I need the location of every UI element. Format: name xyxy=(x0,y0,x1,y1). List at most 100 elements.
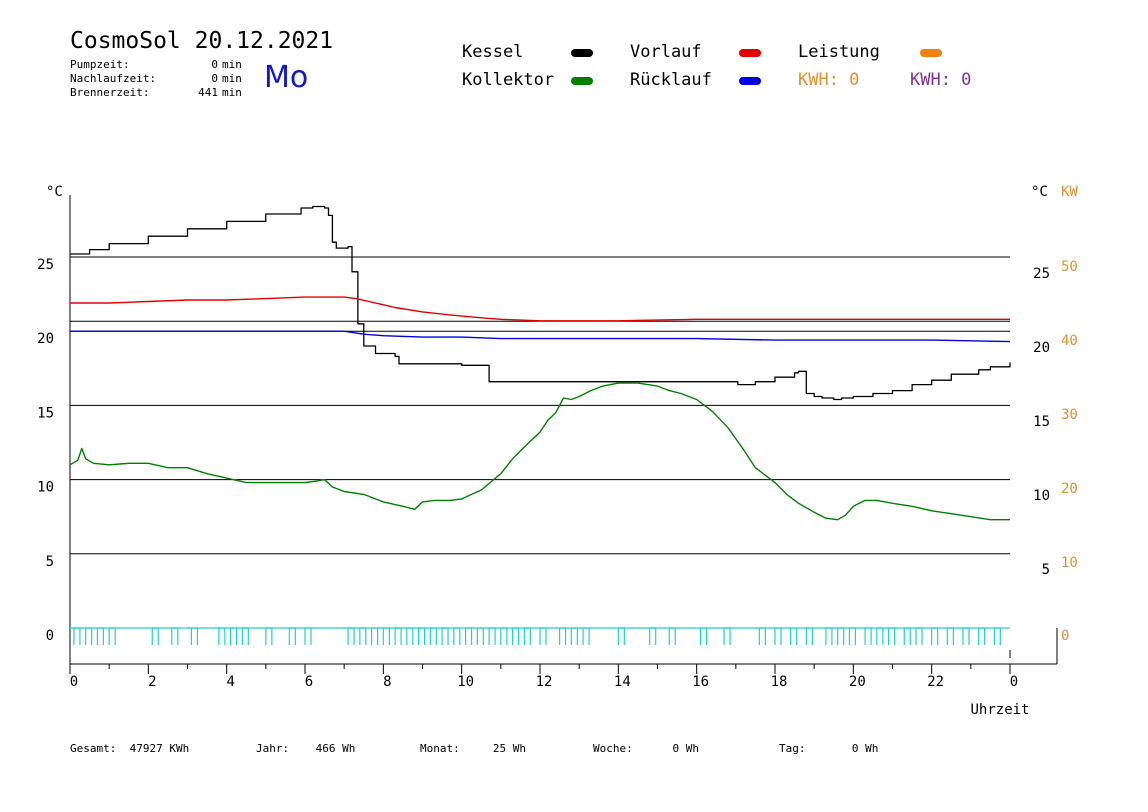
leistung-pulse xyxy=(617,627,625,645)
stat-unit: min xyxy=(222,86,242,99)
legend-ruecklauf-swatch xyxy=(739,77,761,85)
leistung-pulse xyxy=(417,627,426,645)
leistung-pulse xyxy=(85,627,93,645)
series-line-rcklauf xyxy=(70,330,1011,343)
legend-kessel-label: Kessel xyxy=(462,42,524,62)
chart-title: CosmoSol 20.12.2021 xyxy=(70,28,334,54)
leistung-pulse xyxy=(406,627,414,645)
y-left-tick-label: 5 xyxy=(46,554,54,570)
leistung-pulse xyxy=(864,627,872,645)
leistung-pulse xyxy=(649,627,657,645)
leistung-pulse xyxy=(265,627,273,645)
x-tick-label: 8 xyxy=(383,674,391,690)
legend-kollektor-label: Kollektor xyxy=(462,70,555,90)
leistung-pulse xyxy=(887,627,896,645)
stat-unit: min xyxy=(222,58,242,71)
footer-monat: Monat: 25 Wh xyxy=(420,742,526,755)
legend-kwh-orange: KWH: 0 xyxy=(798,70,860,90)
leistung-pulse xyxy=(359,627,367,645)
leistung-pulse xyxy=(229,627,238,645)
series-line-vorlauf xyxy=(70,296,1010,322)
footer-jahr: Jahr: 466 Wh xyxy=(256,742,355,755)
y-right-temp-unit: °C xyxy=(1031,184,1048,200)
footer-tag: Tag: 0 Wh xyxy=(779,742,878,755)
leistung-pulse xyxy=(699,627,708,645)
y-left-tick-label: 10 xyxy=(37,480,54,496)
leistung-pulse xyxy=(758,627,766,645)
leistung-pulse xyxy=(978,627,986,645)
axes xyxy=(69,195,1058,674)
footer-value: 0 Wh xyxy=(672,742,700,755)
x-tick-label: 12 xyxy=(536,674,553,690)
leistung-pulse xyxy=(774,627,782,645)
leistung-pulse xyxy=(993,627,1001,645)
leistung-pulse xyxy=(668,627,676,645)
footer-woche: Woche: 0 Wh xyxy=(593,742,699,755)
footer-gesamt: Gesamt: 47927 KWh xyxy=(70,742,189,755)
stat-label: Nachlaufzeit: xyxy=(70,72,157,85)
stat-pumpzeit: Pumpzeit: 0 min xyxy=(70,58,242,71)
x-tick-label: 0 xyxy=(70,674,78,690)
leistung-pulse xyxy=(962,627,970,645)
leistung-pulse xyxy=(946,627,954,645)
leistung-pulse xyxy=(488,627,496,645)
footer-label: Woche: xyxy=(593,742,633,755)
y-right-power-tick-label: 0 xyxy=(1061,628,1069,644)
leistung-pulse xyxy=(876,627,884,645)
stat-label: Brennerzeit: xyxy=(70,86,150,99)
leistung-pulse xyxy=(723,627,731,645)
legend-leistung-swatch xyxy=(920,49,942,57)
legend-vorlauf-swatch xyxy=(739,49,761,57)
footer-label: Jahr: xyxy=(256,742,290,755)
y-left-unit: °C xyxy=(46,184,63,200)
leistung-pulse xyxy=(523,627,531,645)
leistung-pulse xyxy=(453,627,461,645)
leistung-pulse xyxy=(570,627,578,645)
x-axis-label: Uhrzeit xyxy=(970,702,1029,718)
leistung-pulse xyxy=(382,627,390,645)
leistung-pulse xyxy=(190,627,199,645)
y-right-power-unit: KW xyxy=(1061,184,1078,200)
leistung-pulse xyxy=(476,627,484,645)
leistung-pulse xyxy=(429,627,437,645)
leistung-pulse xyxy=(347,627,355,645)
footer-label: Gesamt: xyxy=(70,742,117,755)
leistung-pulse xyxy=(903,627,911,645)
leistung-pulse xyxy=(511,627,520,645)
footer-label: Monat: xyxy=(420,742,460,755)
footer-value: 466 Wh xyxy=(315,742,356,755)
leistung-pulse xyxy=(394,627,402,645)
leistung-pulse xyxy=(558,627,567,645)
y-right-temp-tick-label: 15 xyxy=(1033,414,1050,430)
x-tick-label: 16 xyxy=(692,674,709,690)
y-right-power-tick-label: 50 xyxy=(1061,259,1078,275)
leistung-pulse xyxy=(241,627,249,645)
footer-value: 25 Wh xyxy=(492,742,526,755)
y-left-tick-label: 20 xyxy=(37,331,54,347)
leistung-pulse xyxy=(288,627,296,645)
y-right-power-tick-label: 30 xyxy=(1061,407,1078,423)
y-right-temp-tick-label: 20 xyxy=(1033,340,1050,356)
weekday-label: Mo xyxy=(264,60,309,95)
footer-value: 0 Wh xyxy=(851,742,879,755)
stat-nachlaufzeit: Nachlaufzeit: 0 min xyxy=(70,72,242,85)
leistung-pulse xyxy=(96,627,105,645)
legend-kwh-purple: KWH: 0 xyxy=(910,70,972,90)
y-left-tick-label: 0 xyxy=(46,628,54,644)
stat-value: 441 xyxy=(198,86,218,99)
leistung-pulse xyxy=(848,627,857,645)
x-tick-label: 2 xyxy=(148,674,156,690)
y-right-temp-tick-label: 25 xyxy=(1033,266,1050,282)
y-right-power-tick-label: 10 xyxy=(1061,555,1078,571)
legend-kollektor-swatch xyxy=(571,77,593,85)
grid xyxy=(70,256,1010,629)
leistung-pulse xyxy=(464,627,473,645)
stat-value: 0 xyxy=(211,72,218,85)
stat-label: Pumpzeit: xyxy=(70,58,130,71)
y-right-temp-tick-label: 5 xyxy=(1042,562,1050,578)
y-right-temp-tick-label: 10 xyxy=(1033,488,1050,504)
leistung-pulse xyxy=(218,627,226,645)
stat-unit: min xyxy=(222,72,242,85)
x-tick-label: 4 xyxy=(226,674,234,690)
